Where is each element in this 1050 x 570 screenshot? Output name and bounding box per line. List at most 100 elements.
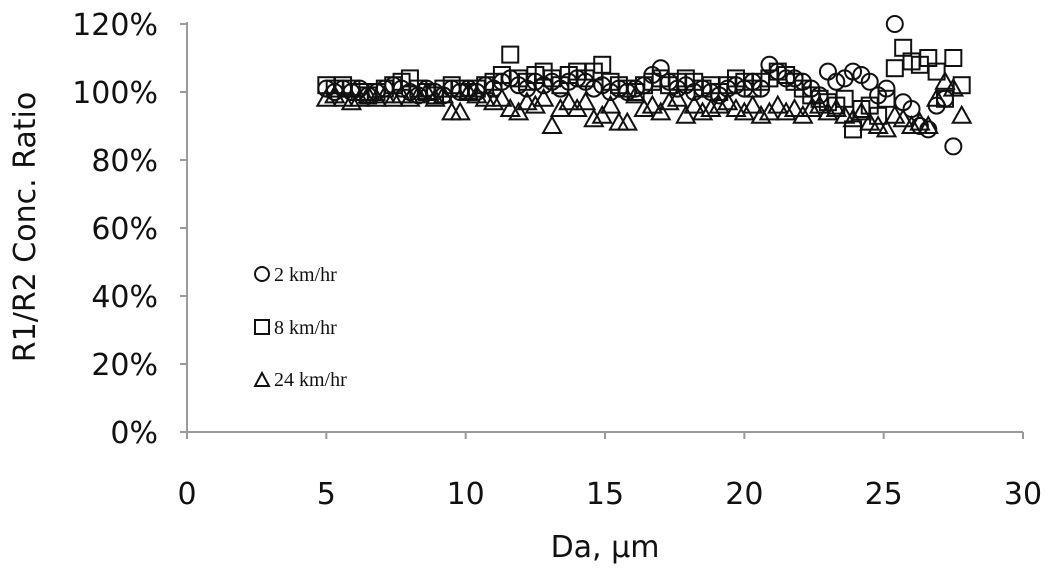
data-point-circle <box>885 15 904 33</box>
data-point-triangle <box>507 101 530 121</box>
data-point-triangle <box>934 70 956 90</box>
data-point-triangle <box>842 108 864 128</box>
data-point-triangle <box>817 101 839 121</box>
data-point-triangle <box>691 101 714 121</box>
y-tick-label: 0% <box>110 416 158 451</box>
data-point-triangle <box>541 114 563 134</box>
data-point-square <box>501 45 520 64</box>
x-tick-label: 30 <box>1004 477 1042 512</box>
data-point-triangle <box>708 94 730 114</box>
y-axis-title: R1/R2 Conc. Ratio <box>8 92 43 362</box>
data-point-triangle <box>875 118 898 138</box>
data-point-triangle <box>783 97 806 117</box>
data-point-triangle <box>641 94 664 114</box>
y-tick-label: 20% <box>91 348 158 383</box>
legend-square-marker <box>254 319 270 335</box>
data-point-circle <box>818 62 837 81</box>
x-tick-label: 15 <box>586 477 624 512</box>
y-tick-label: 40% <box>91 280 158 315</box>
data-point-triangle <box>624 84 647 104</box>
data-point-triangle <box>532 87 555 107</box>
data-point-triangle <box>474 87 496 107</box>
data-point-circle <box>860 72 879 91</box>
data-point-triangle <box>867 114 889 134</box>
data-point-triangle <box>583 108 605 128</box>
y-tick-label: 60% <box>91 212 158 247</box>
data-point-triangle <box>917 114 939 134</box>
data-point-triangle <box>884 104 906 124</box>
data-point-triangle <box>466 84 488 104</box>
data-point-triangle <box>591 104 613 124</box>
data-point-triangle <box>558 91 580 111</box>
data-point-triangle <box>357 84 379 104</box>
data-point-triangle <box>365 87 388 107</box>
data-point-triangle <box>859 111 881 131</box>
legend: 2 km/hr 8 km/hr 24 km/hr <box>253 264 347 391</box>
data-point-triangle <box>650 101 672 121</box>
data-point-triangle <box>315 87 338 107</box>
data-point-square <box>944 49 963 67</box>
data-point-triangle <box>332 87 354 107</box>
data-point-triangle <box>725 97 747 117</box>
x-axis-title: Da, µm <box>551 530 660 565</box>
data-point-triangle <box>833 104 856 124</box>
data-point-triangle <box>909 111 931 131</box>
data-point-triangle <box>323 84 346 104</box>
data-point-triangle <box>800 97 822 117</box>
data-point-triangle <box>666 87 689 107</box>
data-point-triangle <box>675 104 697 124</box>
data-point-triangle <box>892 108 914 128</box>
y-tick-label: 120% <box>72 8 158 43</box>
data-point-square <box>885 59 904 78</box>
x-axis-ticks: 0 5 10 15 20 25 30 <box>177 432 1042 512</box>
data-point-triangle <box>382 87 404 107</box>
data-point-triangle <box>407 84 430 104</box>
data-point-triangle <box>616 111 639 131</box>
data-point-triangle <box>825 97 848 117</box>
x-tick-label: 5 <box>317 477 336 512</box>
data-point-triangle <box>340 91 363 111</box>
data-point-triangle <box>700 97 722 117</box>
data-point-triangle <box>633 97 655 117</box>
legend-label-24kmhr: 24 km/hr <box>274 369 347 391</box>
legend-label-2kmhr: 2 km/hr <box>274 264 337 286</box>
data-point-triangle <box>374 84 396 104</box>
data-markers <box>315 15 973 156</box>
x-tick-label: 25 <box>865 477 903 512</box>
y-tick-label: 100% <box>72 76 158 111</box>
data-point-circle <box>877 79 896 98</box>
data-point-triangle <box>574 91 597 111</box>
data-point-triangle <box>566 97 588 117</box>
legend-triangle-marker <box>253 370 271 387</box>
data-point-triangle <box>432 84 455 104</box>
data-point-triangle <box>424 87 446 107</box>
data-point-triangle <box>524 94 547 114</box>
data-point-circle <box>844 62 863 81</box>
data-point-triangle <box>516 91 538 111</box>
data-point-triangle <box>792 104 814 124</box>
legend-circle-marker <box>254 266 270 282</box>
plot-area: 0% 20% 40% 60% 80% 100% 120% 0 5 10 15 20 25 30 <box>72 8 1042 512</box>
data-point-triangle <box>390 84 413 104</box>
data-point-triangle <box>599 94 622 114</box>
data-point-triangle <box>758 101 781 121</box>
data-point-square <box>877 89 896 108</box>
data-point-triangle <box>942 77 965 97</box>
data-point-triangle <box>741 94 764 114</box>
y-axis-ticks: 0% 20% 40% 60% 80% 100% 120% <box>72 8 187 451</box>
data-point-triangle <box>482 91 505 111</box>
data-point-triangle <box>449 101 471 121</box>
data-point-triangle <box>808 94 831 114</box>
data-point-triangle <box>733 101 756 121</box>
data-point-triangle <box>491 87 513 107</box>
data-point-triangle <box>850 101 873 121</box>
x-tick-label: 10 <box>447 477 485 512</box>
data-point-triangle <box>950 104 973 124</box>
data-point-triangle <box>683 94 705 114</box>
data-point-triangle <box>900 114 923 134</box>
data-point-triangle <box>549 97 572 117</box>
data-point-triangle <box>499 97 521 117</box>
data-point-triangle <box>925 87 948 107</box>
data-point-triangle <box>767 94 789 114</box>
data-point-triangle <box>457 80 480 100</box>
